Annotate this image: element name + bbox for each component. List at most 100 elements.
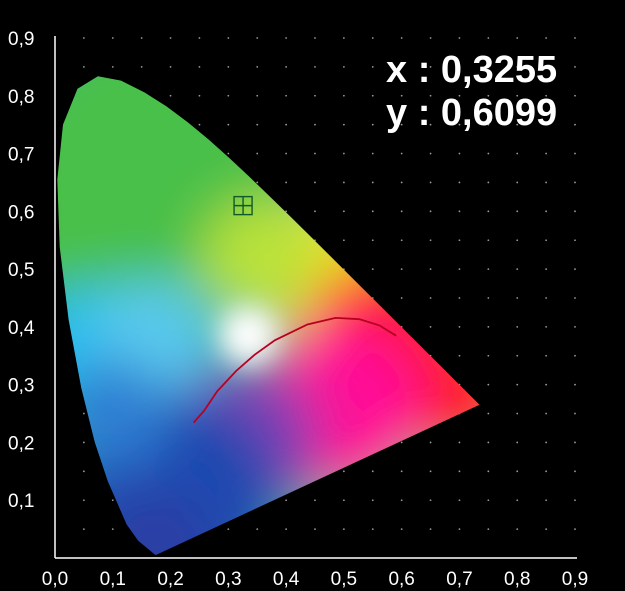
grid-dot bbox=[314, 37, 316, 39]
y-tick-label: 0,2 bbox=[8, 433, 34, 454]
grid-dot bbox=[285, 123, 288, 126]
grid-dot bbox=[487, 297, 490, 299]
grid-dot bbox=[516, 210, 519, 213]
grid-dot bbox=[82, 65, 85, 68]
grid-dot bbox=[314, 499, 316, 502]
grid-dot bbox=[574, 37, 576, 39]
grid-dot bbox=[285, 499, 288, 502]
grid-dot bbox=[82, 441, 85, 444]
grid-dot bbox=[516, 37, 519, 39]
y-tick-label: 0,5 bbox=[8, 260, 34, 281]
grid-dot bbox=[400, 181, 403, 184]
x-tick-label: 0,5 bbox=[331, 569, 357, 590]
grid-dot bbox=[574, 441, 576, 444]
grid-dot bbox=[574, 123, 576, 126]
grid-dot bbox=[458, 37, 461, 39]
x-tick-label: 0,6 bbox=[388, 569, 414, 590]
grid-dot bbox=[285, 152, 288, 155]
grid-dot bbox=[487, 528, 490, 531]
x-tick-label: 0,4 bbox=[273, 569, 300, 590]
grid-dot bbox=[545, 65, 548, 68]
x-tick-label: 0,3 bbox=[215, 569, 241, 590]
x-tick-label: 0,9 bbox=[562, 569, 588, 590]
grid-dot bbox=[545, 354, 548, 357]
grid-dot bbox=[458, 499, 461, 502]
grid-dot bbox=[111, 499, 114, 502]
grid-dot bbox=[458, 297, 461, 299]
grid-dot bbox=[574, 354, 576, 357]
grid-dot bbox=[227, 528, 230, 531]
grid-dot bbox=[516, 383, 519, 386]
grid-dot bbox=[429, 528, 432, 531]
grid-dot bbox=[458, 528, 461, 531]
grid-dot bbox=[400, 123, 403, 126]
grid-dot bbox=[400, 94, 403, 97]
grid-dot bbox=[256, 152, 259, 155]
gamut-color-blob bbox=[57, 160, 164, 321]
grid-dot bbox=[342, 210, 345, 213]
y-tick-label: 0,3 bbox=[8, 376, 34, 397]
y-tick-label: 0,4 bbox=[8, 318, 35, 339]
gamut-color-blob bbox=[203, 197, 323, 318]
grid-dot bbox=[516, 152, 519, 155]
grid-dot bbox=[487, 94, 490, 97]
grid-dot bbox=[400, 268, 403, 271]
grid-dot bbox=[371, 268, 374, 271]
grid-dot bbox=[545, 268, 548, 271]
grid-dot bbox=[256, 123, 259, 126]
grid-dot bbox=[429, 181, 432, 184]
grid-dot bbox=[400, 297, 403, 299]
grid-dot bbox=[574, 325, 576, 328]
readout-x: x : 0,3255 bbox=[386, 49, 557, 91]
grid-dot bbox=[574, 499, 576, 502]
y-axis-ticks: 0,1 0,2 0,3 0,4 0,5 0,6 0,7 0,8 0,9 bbox=[8, 29, 35, 512]
grid-dot bbox=[516, 297, 519, 299]
grid-dot bbox=[429, 470, 432, 473]
grid-dot bbox=[545, 412, 548, 415]
grid-dot bbox=[400, 499, 403, 502]
gamut-color-blob bbox=[93, 486, 214, 556]
grid-dot bbox=[458, 65, 461, 68]
grid-dot bbox=[400, 37, 403, 39]
grid-dot bbox=[574, 528, 576, 531]
grid-dot bbox=[256, 181, 259, 184]
grid-dot bbox=[429, 37, 432, 39]
grid-dot bbox=[574, 412, 576, 415]
grid-dot bbox=[545, 441, 548, 444]
grid-dot bbox=[400, 441, 403, 444]
grid-dot bbox=[516, 239, 519, 242]
grid-dot bbox=[458, 354, 461, 357]
grid-dot bbox=[574, 152, 576, 155]
grid-dot bbox=[458, 152, 461, 155]
crosshair-marker[interactable] bbox=[233, 195, 253, 216]
grid-dot bbox=[574, 239, 576, 242]
grid-dot bbox=[516, 470, 519, 473]
grid-dot bbox=[545, 94, 548, 97]
grid-dot bbox=[545, 325, 548, 328]
grid-dot bbox=[371, 239, 374, 242]
grid-dot bbox=[458, 470, 461, 473]
grid-dot bbox=[487, 268, 490, 271]
grid-dot bbox=[545, 210, 548, 213]
grid-dot bbox=[82, 37, 85, 39]
grid-dot bbox=[342, 181, 345, 184]
grid-dot bbox=[545, 37, 548, 39]
grid-dot bbox=[371, 181, 374, 184]
grid-dot bbox=[342, 123, 345, 126]
grid-dot bbox=[400, 152, 403, 155]
grid-dot bbox=[400, 528, 403, 531]
grid-dot bbox=[545, 152, 548, 155]
y-tick-label: 0,8 bbox=[8, 87, 34, 108]
grid-dot bbox=[487, 499, 490, 502]
grid-dot bbox=[516, 354, 519, 357]
grid-dot bbox=[516, 181, 519, 184]
grid-dot bbox=[574, 297, 576, 299]
grid-dot bbox=[256, 65, 259, 68]
grid-dot bbox=[371, 37, 374, 39]
x-axis-ticks: 0,0 0,1 0,2 0,3 0,4 0,5 0,6 0,7 0,8 0,9 bbox=[42, 569, 588, 590]
grid-dot bbox=[314, 123, 316, 126]
grid-dot bbox=[545, 239, 548, 242]
x-tick-label: 0,2 bbox=[157, 569, 183, 590]
grid-dot bbox=[342, 528, 345, 531]
